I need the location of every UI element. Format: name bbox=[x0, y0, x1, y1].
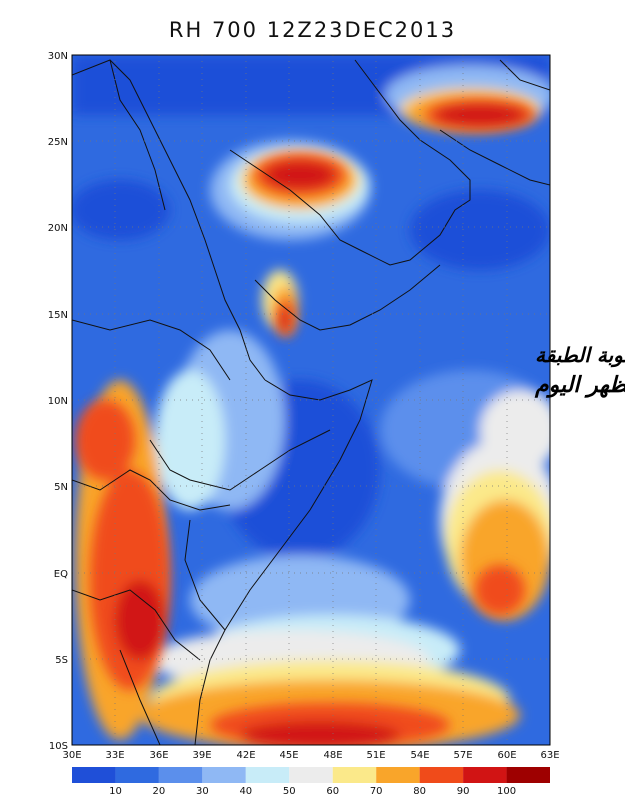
colorbar-swatch bbox=[332, 767, 377, 783]
colorbar-swatch bbox=[72, 767, 116, 783]
lat-label: 30N bbox=[48, 51, 68, 62]
colorbar-label: 60 bbox=[326, 786, 339, 797]
lat-label: 5S bbox=[55, 655, 68, 666]
lat-axis: 30N 25N 20N 15N 10N 5N EQ 5S 10S bbox=[48, 51, 68, 752]
lat-label: 25N bbox=[48, 137, 68, 148]
colorbar-swatch bbox=[202, 767, 246, 783]
lon-label: 54E bbox=[410, 750, 429, 761]
colorbar-swatch bbox=[115, 767, 159, 783]
lon-label: 48E bbox=[323, 750, 342, 761]
lat-label: EQ bbox=[54, 569, 68, 580]
colorbar-label: 100 bbox=[497, 786, 516, 797]
lon-label: 57E bbox=[453, 750, 472, 761]
lon-label: 60E bbox=[497, 750, 516, 761]
lon-label: 51E bbox=[366, 750, 385, 761]
lon-label: 33E bbox=[105, 750, 124, 761]
lon-label: 39E bbox=[192, 750, 211, 761]
lat-label: 5N bbox=[54, 482, 68, 493]
humidity-field bbox=[72, 55, 550, 745]
lon-label: 45E bbox=[279, 750, 298, 761]
colorbar-label: 20 bbox=[153, 786, 166, 797]
colorbar-label: 80 bbox=[413, 786, 426, 797]
colorbar-label: 70 bbox=[370, 786, 383, 797]
colorbar-label: 10 bbox=[109, 786, 122, 797]
colorbar-swatch bbox=[158, 767, 203, 783]
colorbar-label: 40 bbox=[239, 786, 252, 797]
lon-label: 42E bbox=[236, 750, 255, 761]
colorbar-swatch bbox=[376, 767, 420, 783]
lat-label: 10N bbox=[48, 396, 68, 407]
lat-label: 15N bbox=[48, 310, 68, 321]
lat-label: 10S bbox=[49, 741, 68, 752]
map-title: RH 700 12Z23DEC2013 bbox=[168, 18, 457, 42]
colorbar-swatch bbox=[463, 767, 507, 783]
graticule bbox=[72, 55, 550, 745]
colorbar-swatch bbox=[506, 767, 550, 783]
colorbar-swatch bbox=[419, 767, 464, 783]
colorbar-label: 90 bbox=[457, 786, 470, 797]
lon-label: 36E bbox=[149, 750, 168, 761]
colorbar-swatch bbox=[289, 767, 333, 783]
lat-label: 20N bbox=[48, 223, 68, 234]
overlay-text-line2: 700م لظهر اليوم bbox=[534, 373, 625, 398]
colorbar-label: 30 bbox=[196, 786, 209, 797]
lon-label: 30E bbox=[62, 750, 81, 761]
colorbar-swatch bbox=[245, 767, 290, 783]
lon-axis: 30E 33E 36E 39E 42E 45E 48E 51E 54E 57E … bbox=[62, 750, 559, 761]
lon-label: 63E bbox=[540, 750, 559, 761]
map-frame bbox=[71, 54, 551, 746]
overlay-text: تحديث الرطوبة الطبقة 700م لظهر اليوم bbox=[534, 343, 625, 398]
colorbar-label: 50 bbox=[283, 786, 296, 797]
colorbar: 10 20 30 40 50 60 70 80 90 100 bbox=[72, 767, 550, 797]
overlay-text-line1: تحديث الرطوبة الطبقة bbox=[535, 343, 625, 368]
